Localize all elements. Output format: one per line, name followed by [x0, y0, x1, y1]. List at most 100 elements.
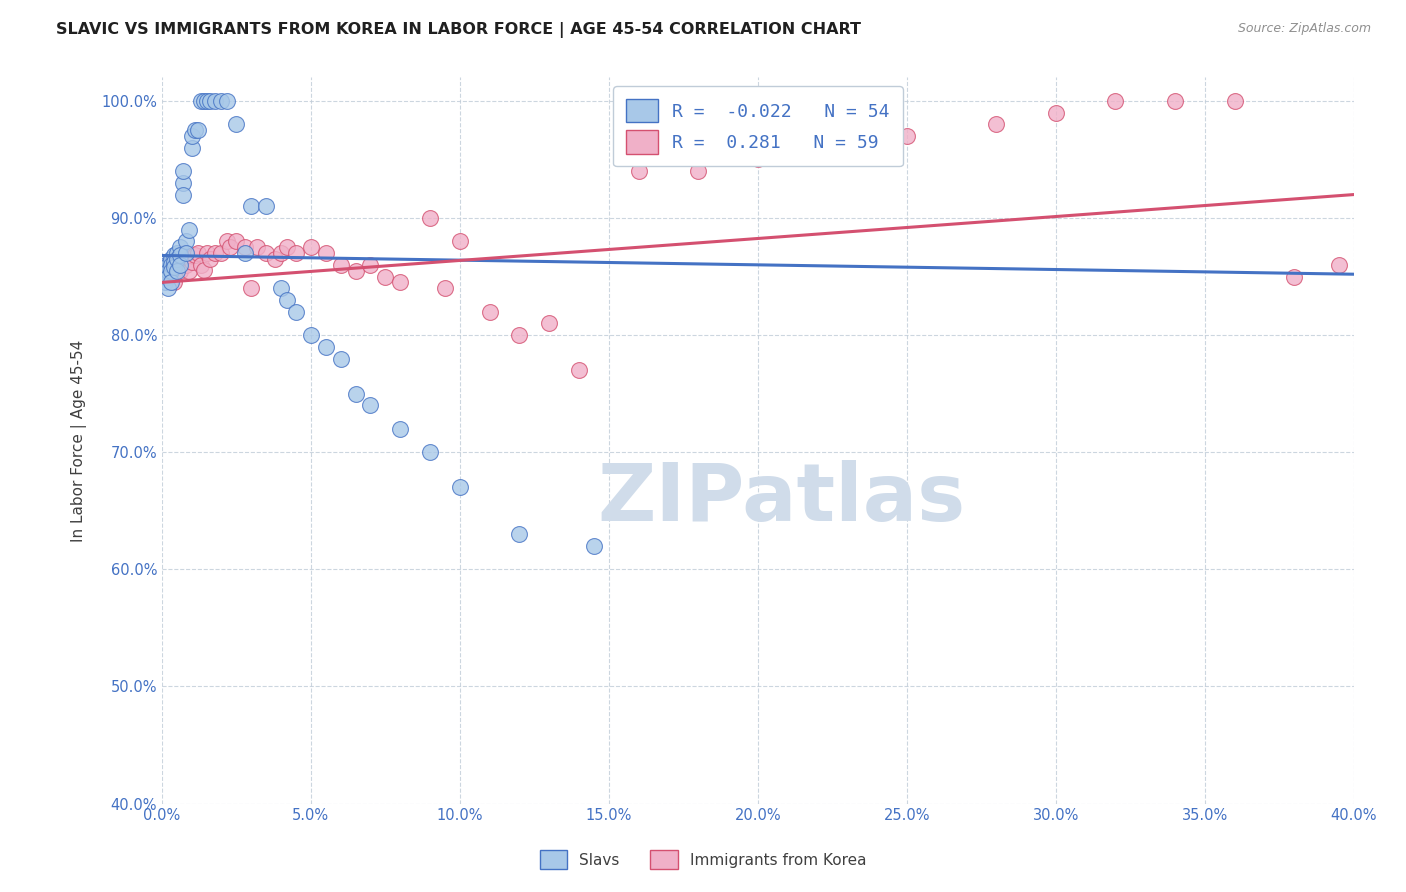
- Point: [163, 255, 186, 269]
- Point: [270, 246, 292, 260]
- Point: [183, 248, 205, 262]
- Text: Source: ZipAtlas.com: Source: ZipAtlas.com: [1237, 22, 1371, 36]
- Point: [172, 255, 194, 269]
- Point: [1164, 94, 1187, 108]
- Point: [233, 246, 256, 260]
- Point: [419, 211, 441, 225]
- Point: [153, 276, 176, 290]
- Point: [153, 263, 176, 277]
- Point: [276, 293, 298, 307]
- Point: [169, 240, 191, 254]
- Point: [344, 386, 367, 401]
- Point: [217, 235, 239, 249]
- Point: [478, 304, 501, 318]
- Point: [169, 258, 191, 272]
- Point: [204, 246, 226, 260]
- Point: [299, 240, 322, 254]
- Point: [225, 117, 247, 131]
- Point: [344, 263, 367, 277]
- Point: [156, 258, 179, 272]
- Point: [1223, 94, 1246, 108]
- Point: [183, 123, 205, 137]
- Legend: Slavs, Immigrants from Korea: Slavs, Immigrants from Korea: [533, 844, 873, 875]
- Point: [359, 398, 381, 412]
- Point: [211, 246, 233, 260]
- Point: [159, 272, 181, 286]
- Point: [264, 252, 287, 266]
- Point: [374, 269, 396, 284]
- Point: [163, 267, 186, 281]
- Point: [166, 246, 188, 260]
- Point: [156, 263, 179, 277]
- Point: [159, 258, 181, 272]
- Point: [163, 248, 186, 262]
- Point: [276, 240, 298, 254]
- Point: [172, 176, 194, 190]
- Point: [174, 246, 197, 260]
- Point: [153, 263, 176, 277]
- Point: [329, 258, 352, 272]
- Point: [270, 281, 292, 295]
- Point: [217, 94, 239, 108]
- Point: [389, 422, 412, 436]
- Point: [172, 164, 194, 178]
- Point: [163, 260, 186, 275]
- Legend: R =  -0.022   N = 54, R =  0.281   N = 59: R = -0.022 N = 54, R = 0.281 N = 59: [613, 87, 903, 166]
- Point: [329, 351, 352, 366]
- Point: [747, 153, 769, 167]
- Point: [163, 276, 186, 290]
- Point: [190, 258, 212, 272]
- Point: [508, 527, 530, 541]
- Point: [299, 328, 322, 343]
- Point: [156, 258, 179, 272]
- Point: [627, 164, 650, 178]
- Point: [153, 258, 176, 272]
- Point: [219, 240, 242, 254]
- Point: [240, 281, 263, 295]
- Point: [211, 94, 233, 108]
- Point: [169, 248, 191, 262]
- Point: [246, 240, 269, 254]
- Point: [156, 269, 179, 284]
- Point: [174, 258, 197, 272]
- Point: [240, 199, 263, 213]
- Point: [389, 276, 412, 290]
- Point: [159, 263, 181, 277]
- Point: [1327, 258, 1350, 272]
- Point: [233, 240, 256, 254]
- Point: [195, 246, 218, 260]
- Point: [166, 263, 188, 277]
- Point: [172, 187, 194, 202]
- Point: [159, 263, 181, 277]
- Point: [688, 164, 710, 178]
- Point: [166, 252, 188, 266]
- Point: [172, 246, 194, 260]
- Point: [195, 94, 218, 108]
- Point: [254, 246, 277, 260]
- Point: [204, 94, 226, 108]
- Point: [568, 363, 591, 377]
- Point: [187, 246, 209, 260]
- Point: [174, 235, 197, 249]
- Point: [180, 128, 202, 143]
- Point: [180, 141, 202, 155]
- Point: [449, 480, 471, 494]
- Point: [419, 445, 441, 459]
- Point: [315, 246, 337, 260]
- Point: [166, 260, 188, 275]
- Point: [433, 281, 456, 295]
- Point: [159, 252, 181, 266]
- Point: [187, 123, 209, 137]
- Point: [284, 246, 307, 260]
- Point: [169, 263, 191, 277]
- Point: [156, 281, 179, 295]
- Point: [254, 199, 277, 213]
- Point: [177, 263, 200, 277]
- Point: [582, 539, 605, 553]
- Point: [190, 94, 212, 108]
- Point: [896, 128, 918, 143]
- Point: [198, 94, 221, 108]
- Point: [1045, 105, 1067, 120]
- Text: SLAVIC VS IMMIGRANTS FROM KOREA IN LABOR FORCE | AGE 45-54 CORRELATION CHART: SLAVIC VS IMMIGRANTS FROM KOREA IN LABOR…: [56, 22, 862, 38]
- Point: [1104, 94, 1126, 108]
